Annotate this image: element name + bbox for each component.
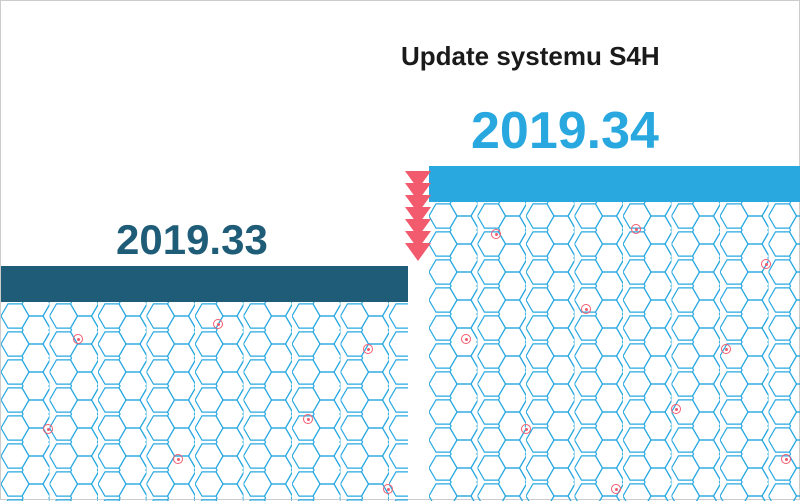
decor-dot xyxy=(629,222,643,236)
decor-dot xyxy=(669,402,683,416)
version-block-old xyxy=(1,266,408,501)
decor-dot xyxy=(41,422,55,436)
version-bar-new xyxy=(429,166,800,202)
decor-dot xyxy=(211,317,225,331)
version-label-new: 2019.34 xyxy=(471,101,659,161)
infographic-title: Update systemu S4H xyxy=(401,41,660,72)
decor-dot xyxy=(519,422,533,436)
decor-dot xyxy=(489,227,503,241)
decor-dot xyxy=(459,332,473,346)
decor-dot xyxy=(719,342,733,356)
hex-area-new xyxy=(429,202,800,501)
chevron-down-icon xyxy=(405,243,431,261)
decor-dot xyxy=(579,302,593,316)
version-block-new xyxy=(429,166,800,501)
decor-dot xyxy=(759,257,773,271)
decor-dot xyxy=(171,452,185,466)
decor-dot xyxy=(609,482,623,496)
decor-dot xyxy=(381,482,395,496)
hex-area-old xyxy=(1,302,408,501)
decor-dot xyxy=(71,332,85,346)
upgrade-chevrons xyxy=(405,171,431,255)
version-label-old: 2019.33 xyxy=(116,216,268,264)
decor-dot xyxy=(779,452,793,466)
decor-dot xyxy=(301,412,315,426)
version-bar-old xyxy=(1,266,408,302)
decor-dot xyxy=(361,342,375,356)
